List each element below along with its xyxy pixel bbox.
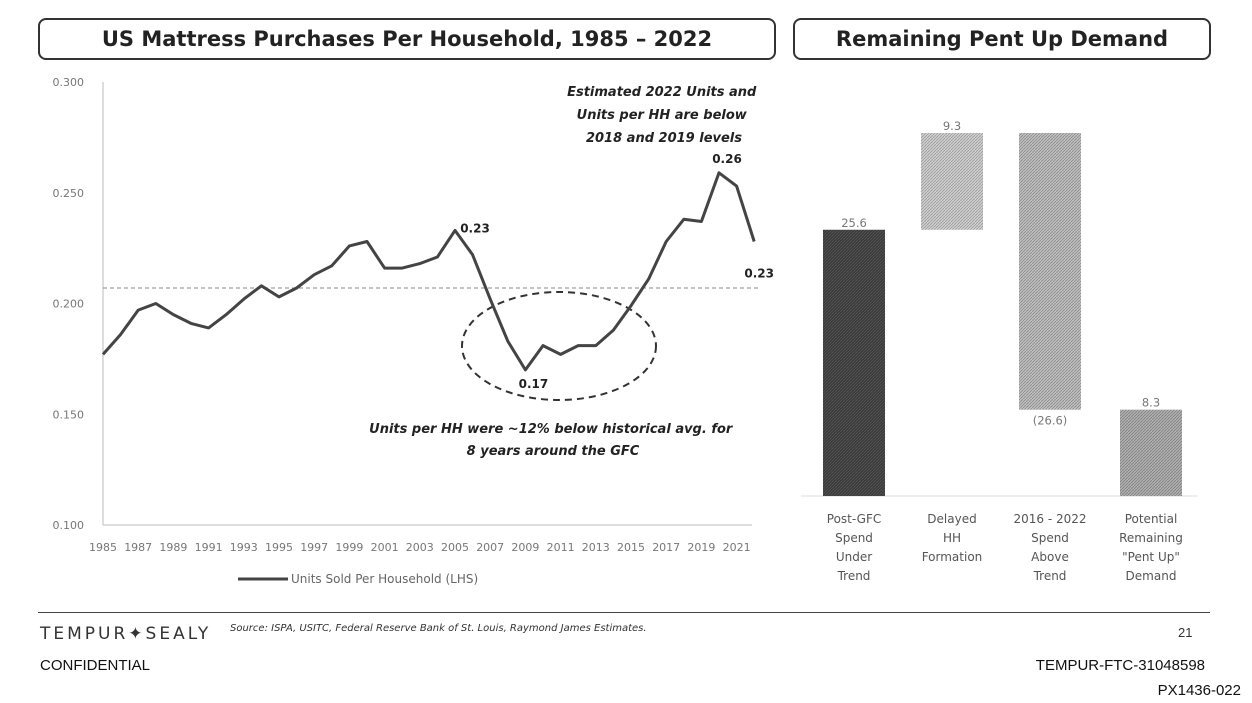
waterfall-category-line: Potential bbox=[1125, 512, 1178, 526]
waterfall-category-line: 2016 - 2022 bbox=[1013, 512, 1086, 526]
waterfall-category-line: Trend bbox=[1033, 569, 1067, 583]
waterfall-value-label: 9.3 bbox=[943, 119, 961, 133]
x-tick-label: 1985 bbox=[89, 541, 117, 554]
x-tick-label: 2005 bbox=[441, 541, 469, 554]
y-tick-label: 0.100 bbox=[53, 519, 85, 532]
line-data-label: 0.17 bbox=[519, 377, 549, 391]
x-tick-label: 2019 bbox=[687, 541, 715, 554]
legend-label: Units Sold Per Household (LHS) bbox=[291, 572, 478, 586]
annotation-2022-estimate: Estimated 2022 Units and Units per HH ar… bbox=[567, 85, 761, 146]
waterfall-category-label: 2016 - 2022 Spend Above Trend bbox=[1013, 512, 1086, 583]
annotation-gfc: Units per HH were ~12% below historical … bbox=[369, 422, 737, 459]
waterfall-category-line: Delayed bbox=[927, 512, 976, 526]
waterfall-value-label: 8.3 bbox=[1142, 396, 1160, 410]
x-tick-label: 1995 bbox=[265, 541, 293, 554]
gfc-highlight-ellipse bbox=[461, 291, 657, 401]
page-number: 21 bbox=[1178, 625, 1193, 640]
y-tick-label: 0.300 bbox=[53, 76, 85, 89]
waterfall-bar bbox=[921, 133, 983, 230]
waterfall-category-line: HH bbox=[943, 531, 961, 545]
x-tick-label: 2001 bbox=[371, 541, 399, 554]
x-tick-label: 2015 bbox=[617, 541, 645, 554]
bates-number: TEMPUR-FTC-31048598 bbox=[1035, 657, 1205, 674]
x-tick-label: 2017 bbox=[652, 541, 680, 554]
y-tick-label: 0.200 bbox=[53, 298, 85, 311]
waterfall-bar bbox=[1019, 133, 1081, 410]
x-tick-label: 2009 bbox=[511, 541, 539, 554]
line-data-label: 0.23 bbox=[460, 221, 490, 235]
x-tick-label: 1991 bbox=[195, 541, 223, 554]
x-tick-label: 2003 bbox=[406, 541, 434, 554]
line-data-label: 0.26 bbox=[712, 152, 742, 166]
line-data-labels: 0.23 0.17 0.26 0.23 bbox=[460, 152, 774, 391]
confidential-label: CONFIDENTIAL bbox=[40, 657, 151, 674]
units-per-household-line bbox=[101, 171, 756, 372]
waterfall-category-line: Formation bbox=[922, 550, 983, 564]
brand-logo: TEMPUR✦SEALY bbox=[40, 624, 212, 644]
waterfall-bars bbox=[823, 133, 1182, 496]
waterfall-category-line: Remaining bbox=[1119, 531, 1183, 545]
waterfall-value-label: 25.6 bbox=[841, 216, 867, 230]
waterfall-category-line: Spend bbox=[835, 531, 873, 545]
y-tick-labels: 0.100 0.150 0.200 0.250 0.300 bbox=[53, 76, 85, 532]
x-tick-label: 2013 bbox=[582, 541, 610, 554]
waterfall-chart-title: Remaining Pent Up Demand bbox=[793, 18, 1211, 60]
y-tick-label: 0.250 bbox=[53, 187, 85, 200]
x-tick-label: 1993 bbox=[230, 541, 258, 554]
waterfall-category-label: Delayed HH Formation bbox=[922, 512, 983, 564]
x-tick-label: 2007 bbox=[476, 541, 504, 554]
waterfall-category-label: Post-GFC Spend Under Trend bbox=[827, 512, 881, 583]
x-tick-label: 2021 bbox=[723, 541, 751, 554]
waterfall-category-labels: Post-GFC Spend Under Trend Delayed HH Formatio… bbox=[827, 512, 1183, 583]
x-tick-label: 1997 bbox=[300, 541, 328, 554]
waterfall-category-line: Trend bbox=[837, 569, 871, 583]
x-tick-label: 2011 bbox=[547, 541, 575, 554]
waterfall-value-label: (26.6) bbox=[1033, 414, 1068, 428]
exhibit-number: PX1436-022 bbox=[1157, 682, 1241, 699]
line-data-label: 0.23 bbox=[744, 266, 774, 280]
waterfall-category-line: Above bbox=[1031, 550, 1069, 564]
waterfall-category-line: Under bbox=[836, 550, 872, 564]
waterfall-bar bbox=[1120, 409, 1182, 496]
waterfall-category-label: Potential Remaining "Pent Up" Demand bbox=[1119, 512, 1183, 583]
x-tick-label: 1987 bbox=[124, 541, 152, 554]
waterfall-category-line: "Pent Up" bbox=[1122, 550, 1180, 564]
line-chart-title: US Mattress Purchases Per Household, 198… bbox=[38, 18, 776, 60]
footer-divider bbox=[38, 612, 1210, 613]
waterfall-bar bbox=[823, 229, 885, 496]
waterfall-category-line: Spend bbox=[1031, 531, 1069, 545]
source-note: Source: ISPA, USITC, Federal Reserve Ban… bbox=[230, 623, 647, 634]
waterfall-value-labels: 25.6 9.3 (26.6) 8.3 bbox=[841, 119, 1160, 428]
waterfall-category-line: Demand bbox=[1126, 569, 1177, 583]
x-tick-label: 1999 bbox=[335, 541, 363, 554]
y-tick-label: 0.150 bbox=[53, 408, 85, 421]
x-tick-labels: 1985 1987 1989 1991 1993 1995 1997 1999 2001 2003… bbox=[89, 541, 751, 554]
waterfall-category-line: Post-GFC bbox=[827, 512, 881, 526]
x-tick-label: 1989 bbox=[159, 541, 187, 554]
